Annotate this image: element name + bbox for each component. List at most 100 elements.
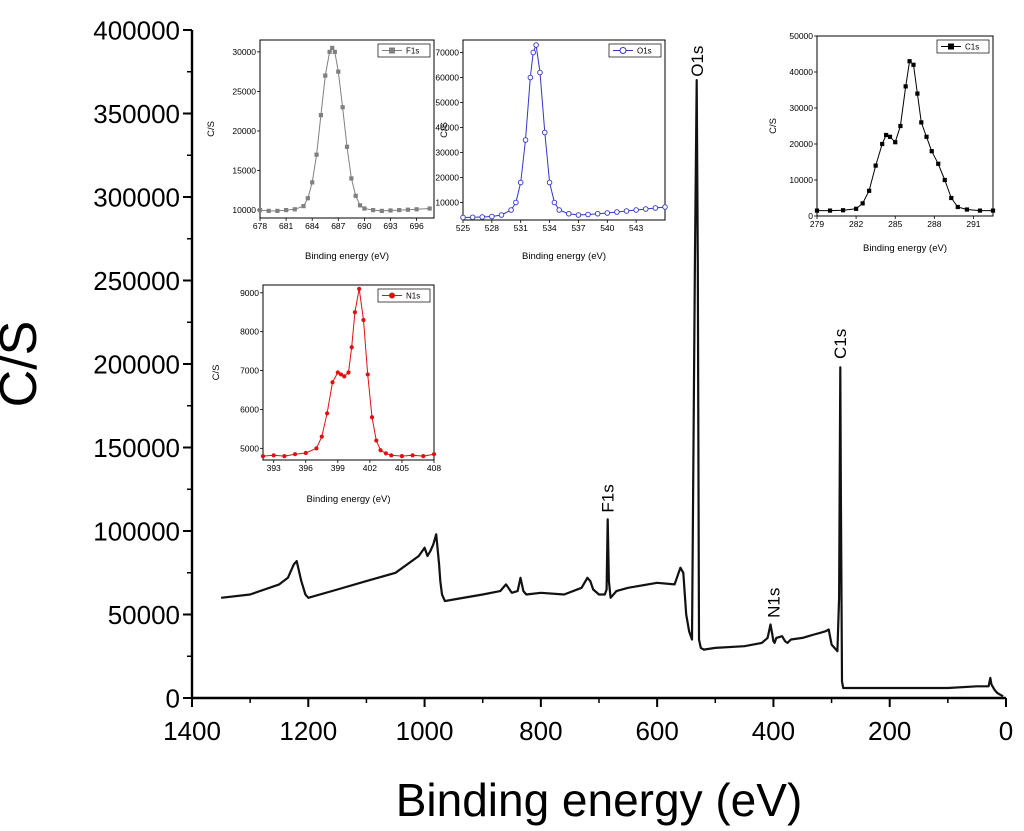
- data-point: [949, 195, 954, 201]
- data-point: [338, 372, 344, 377]
- inset-o1s-chart: 525 528 531 534 537 540 543 10000 20000 30000 4000…: [435, 39, 668, 262]
- data-point: [342, 374, 347, 379]
- data-point: [537, 69, 543, 76]
- x-tick-label: 543: [629, 223, 643, 233]
- main-chart: 1400 1200 1000 800 600 400 200 0050000100000150…: [0, 15, 1013, 826]
- data-point: [522, 137, 529, 143]
- data-point: [533, 42, 539, 48]
- x-tick-label: 282: [849, 219, 863, 229]
- data-point: [353, 193, 358, 198]
- x-tick-label: 396: [299, 463, 313, 473]
- y-tick-label: 50000: [789, 31, 813, 41]
- data-point: [513, 199, 519, 206]
- x-tick-label: 291: [966, 219, 980, 229]
- data-point: [414, 207, 419, 212]
- legend-label: N1s: [406, 292, 420, 301]
- data-point: [919, 120, 924, 125]
- inset-c1s-series-line: [817, 60, 993, 212]
- data-point: [344, 144, 350, 149]
- x-tick-label: 1000: [396, 716, 454, 746]
- data-point: [427, 206, 432, 211]
- data-point: [517, 179, 524, 186]
- data-point: [652, 205, 659, 211]
- inset-c1s-chart: 279 282 285 288 291 0 10000 20000 30000 40000 5000…: [768, 31, 996, 254]
- data-point: [361, 317, 366, 323]
- data-point: [907, 59, 912, 64]
- data-point: [399, 454, 405, 459]
- data-point: [623, 208, 630, 214]
- x-tick-label: 525: [456, 223, 470, 233]
- data-point: [327, 49, 332, 54]
- x-tick-label: 1200: [279, 716, 337, 746]
- x-tick-label: 540: [600, 223, 614, 233]
- x-tick-label: 279: [810, 219, 824, 229]
- x-tick-label: 537: [571, 223, 585, 233]
- data-point: [604, 210, 611, 216]
- data-point: [929, 149, 934, 154]
- data-point: [305, 196, 310, 201]
- data-point: [397, 207, 402, 213]
- data-point: [335, 370, 340, 375]
- data-point: [340, 105, 345, 110]
- y-tick-label: 60000: [435, 73, 459, 83]
- data-point: [489, 213, 495, 220]
- data-point: [546, 179, 553, 186]
- y-tick-label: 20000: [789, 139, 813, 149]
- y-tick-label: 10000: [232, 205, 256, 215]
- data-point: [431, 452, 437, 457]
- data-point: [282, 454, 287, 459]
- data-point: [614, 209, 620, 215]
- x-tick-label: 800: [519, 716, 562, 746]
- y-tick-label: 300000: [93, 182, 180, 212]
- inset-n1s-legend: N1s: [377, 288, 431, 303]
- data-point: [319, 434, 324, 439]
- y-tick-label: 350000: [93, 99, 180, 129]
- y-tick-label: 30000: [435, 148, 459, 158]
- data-point: [873, 163, 878, 168]
- data-point: [814, 208, 820, 213]
- x-tick-label: 534: [542, 223, 556, 233]
- data-point: [410, 453, 415, 458]
- data-point: [275, 208, 280, 213]
- x-tick-label: 400: [752, 716, 795, 746]
- data-point: [378, 448, 383, 453]
- data-point: [955, 204, 960, 210]
- data-point: [369, 415, 375, 420]
- y-tick-label: 30000: [789, 103, 813, 113]
- x-tick-label: 696: [410, 221, 424, 231]
- data-point: [527, 74, 534, 81]
- main-series-line: [220, 78, 1004, 698]
- data-point: [346, 370, 351, 375]
- x-tick-label: 681: [279, 221, 293, 231]
- data-point: [260, 454, 266, 459]
- y-tick-label: 50000: [435, 98, 459, 108]
- data-point: [314, 152, 319, 157]
- inset-o1s-x-axis-label: Binding energy (eV): [522, 251, 606, 262]
- y-tick-label: 30000: [232, 47, 256, 57]
- data-point: [383, 451, 389, 456]
- data-point: [860, 201, 865, 206]
- y-tick-label: 50000: [108, 600, 180, 630]
- peak-annotation: F1s: [599, 484, 618, 512]
- data-point: [336, 69, 341, 74]
- inset-f1s-chart: 678 681 684 687 690 693 696 10000 15000 20000 2500…: [206, 39, 435, 262]
- data-point: [903, 84, 908, 89]
- data-point: [357, 203, 363, 208]
- x-tick-label: 402: [363, 463, 377, 473]
- y-tick-label: 10000: [435, 198, 459, 208]
- y-tick-label: 25000: [232, 86, 256, 96]
- main-x-axis-label: Binding energy (eV): [396, 774, 803, 826]
- legend-label: O1s: [637, 47, 652, 56]
- x-tick-label: 678: [253, 221, 267, 231]
- data-point: [827, 208, 833, 213]
- y-tick-label: 250000: [93, 266, 180, 296]
- inset-o1s-y-axis-label: C/S: [439, 122, 450, 138]
- data-point: [374, 438, 379, 443]
- y-tick-label: 0: [166, 683, 180, 713]
- data-point: [318, 113, 323, 118]
- inset-n1s-chart: 393 396 399 402 405 408 5000 6000 7000 8000 9000 Bi…: [211, 284, 441, 505]
- data-point: [542, 129, 548, 136]
- data-point: [883, 132, 889, 138]
- inset-n1s-y-axis-label: C/S: [211, 365, 222, 381]
